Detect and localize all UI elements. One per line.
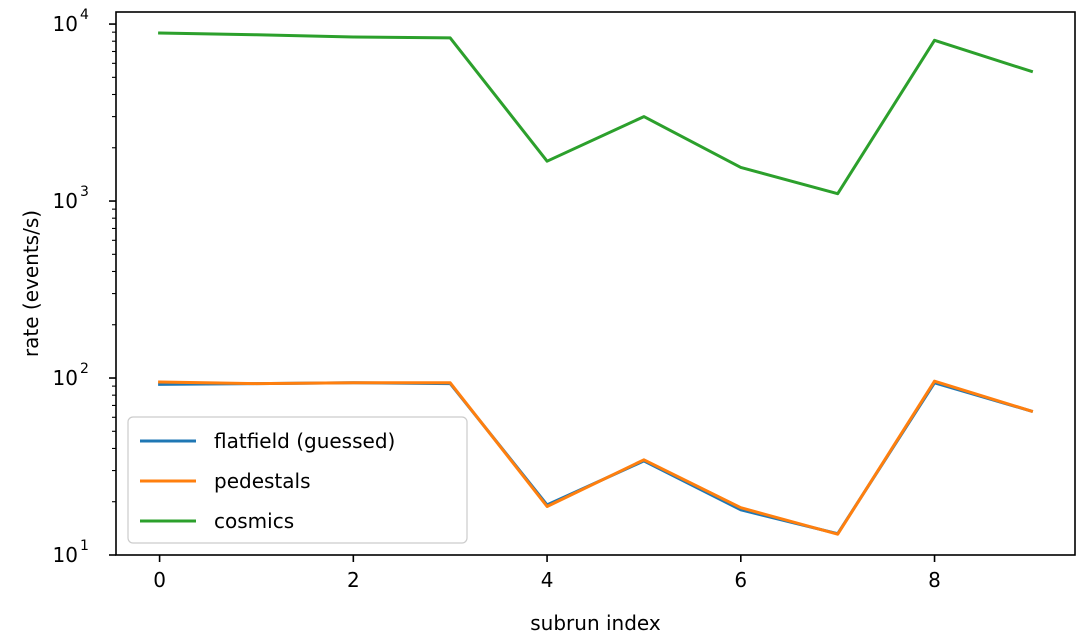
y-tick-exponent: 1 bbox=[80, 538, 89, 554]
x-tick-label: 0 bbox=[153, 568, 166, 592]
y-tick-label: 10 bbox=[53, 543, 78, 567]
x-tick-label: 6 bbox=[734, 568, 747, 592]
y-axis-label: rate (events/s) bbox=[19, 210, 43, 357]
y-tick-label: 10 bbox=[53, 189, 78, 213]
legend-box bbox=[127, 416, 468, 544]
legend-entry-label: flatfield (guessed) bbox=[214, 429, 395, 453]
y-tick-exponent: 3 bbox=[80, 184, 89, 200]
x-tick-label: 4 bbox=[541, 568, 554, 592]
plot-area-frame bbox=[115, 11, 1076, 556]
series-layer bbox=[158, 31, 1034, 536]
x-tick-label: 8 bbox=[928, 568, 941, 592]
legend-entry-label: cosmics bbox=[214, 509, 294, 533]
legend: flatfield (guessed) pedestals cosmics bbox=[127, 416, 468, 544]
y-tick-exponent: 4 bbox=[80, 7, 89, 23]
y-tick-label: 10 bbox=[53, 12, 78, 36]
x-tick-label: 2 bbox=[347, 568, 360, 592]
series-line-pedestals bbox=[158, 379, 1034, 536]
series-line-cosmics bbox=[158, 31, 1034, 196]
y-tick-exponent: 2 bbox=[80, 361, 89, 377]
y-tick-label: 10 bbox=[53, 366, 78, 390]
legend-entry-label: pedestals bbox=[214, 469, 311, 493]
x-axis: 0 2 4 6 8 bbox=[153, 555, 941, 592]
x-axis-label: subrun index bbox=[530, 611, 661, 635]
